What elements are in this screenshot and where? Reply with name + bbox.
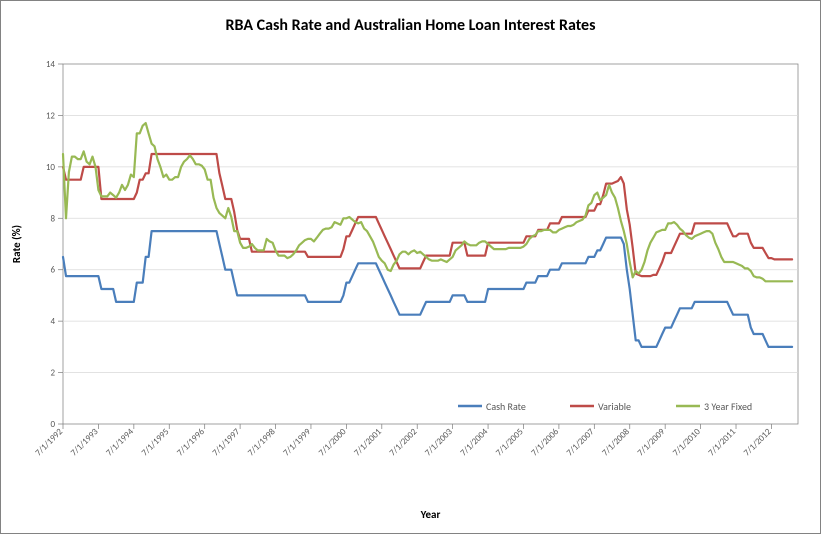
legend-label: Variable [598,400,631,413]
legend-label: 3 Year Fixed [704,400,752,413]
y-tick-label: 10 [46,162,56,173]
x-axis-label: Year [420,508,441,521]
y-tick-label: 4 [50,316,55,327]
y-tick-label: 14 [46,59,56,70]
y-tick-label: 2 [50,368,55,379]
chart-container: { "chart": { "type": "line", "width": 82… [0,0,821,534]
y-tick-label: 12 [46,110,56,121]
line-chart: 024681012147/1/19927/1/19937/1/19947/1/1… [0,0,821,534]
y-axis-label: Rate (%) [10,225,23,263]
y-tick-label: 8 [50,213,55,224]
legend-label: Cash Rate [486,400,526,413]
y-tick-label: 6 [50,265,55,276]
chart-title: RBA Cash Rate and Australian Home Loan I… [226,16,596,35]
